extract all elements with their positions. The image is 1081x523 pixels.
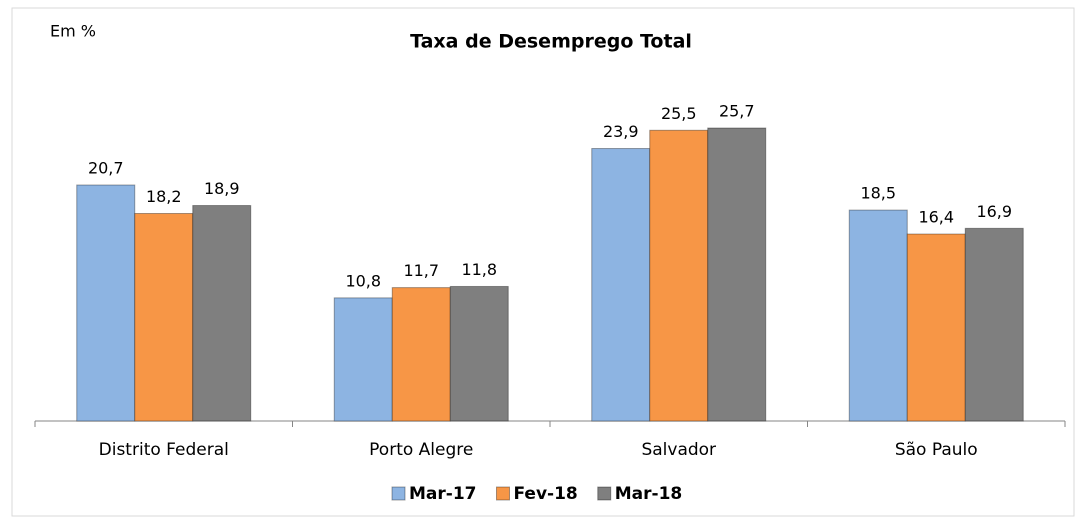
bar bbox=[964, 227, 1024, 422]
bar bbox=[848, 209, 908, 422]
data-label: 11,7 bbox=[403, 261, 439, 280]
legend-swatch bbox=[391, 486, 406, 501]
bar bbox=[707, 127, 767, 422]
bar bbox=[192, 205, 252, 422]
legend-label: Mar-18 bbox=[615, 484, 683, 504]
x-tick-label: São Paulo bbox=[895, 440, 978, 460]
data-label: 23,9 bbox=[603, 122, 639, 141]
bar bbox=[449, 285, 509, 422]
bar bbox=[76, 184, 136, 422]
data-label: 18,5 bbox=[860, 184, 896, 203]
data-label: 16,9 bbox=[976, 202, 1012, 221]
legend-label: Mar-17 bbox=[409, 484, 477, 504]
legend-label: Fev-18 bbox=[514, 484, 578, 504]
bar bbox=[134, 213, 194, 422]
x-tick-label: Porto Alegre bbox=[369, 440, 473, 460]
legend-swatch bbox=[496, 486, 510, 501]
data-label: 18,9 bbox=[204, 179, 240, 198]
data-label: 25,5 bbox=[661, 104, 697, 123]
data-label: 10,8 bbox=[345, 271, 381, 290]
bar bbox=[906, 233, 966, 422]
unit-label: Em % bbox=[50, 22, 96, 41]
bar bbox=[333, 297, 393, 422]
data-label: 25,7 bbox=[719, 102, 755, 121]
x-tick-label: Distrito Federal bbox=[99, 440, 229, 460]
bar bbox=[649, 129, 709, 422]
chart-title: Taxa de Desemprego Total bbox=[410, 31, 692, 53]
data-label: 11,8 bbox=[461, 260, 497, 279]
data-label: 16,4 bbox=[918, 208, 954, 227]
legend-swatch bbox=[597, 486, 612, 501]
data-label: 18,2 bbox=[146, 187, 182, 206]
bar bbox=[391, 287, 451, 422]
bar bbox=[591, 148, 651, 422]
x-tick-label: Salvador bbox=[641, 440, 716, 460]
data-label: 20,7 bbox=[88, 159, 124, 178]
